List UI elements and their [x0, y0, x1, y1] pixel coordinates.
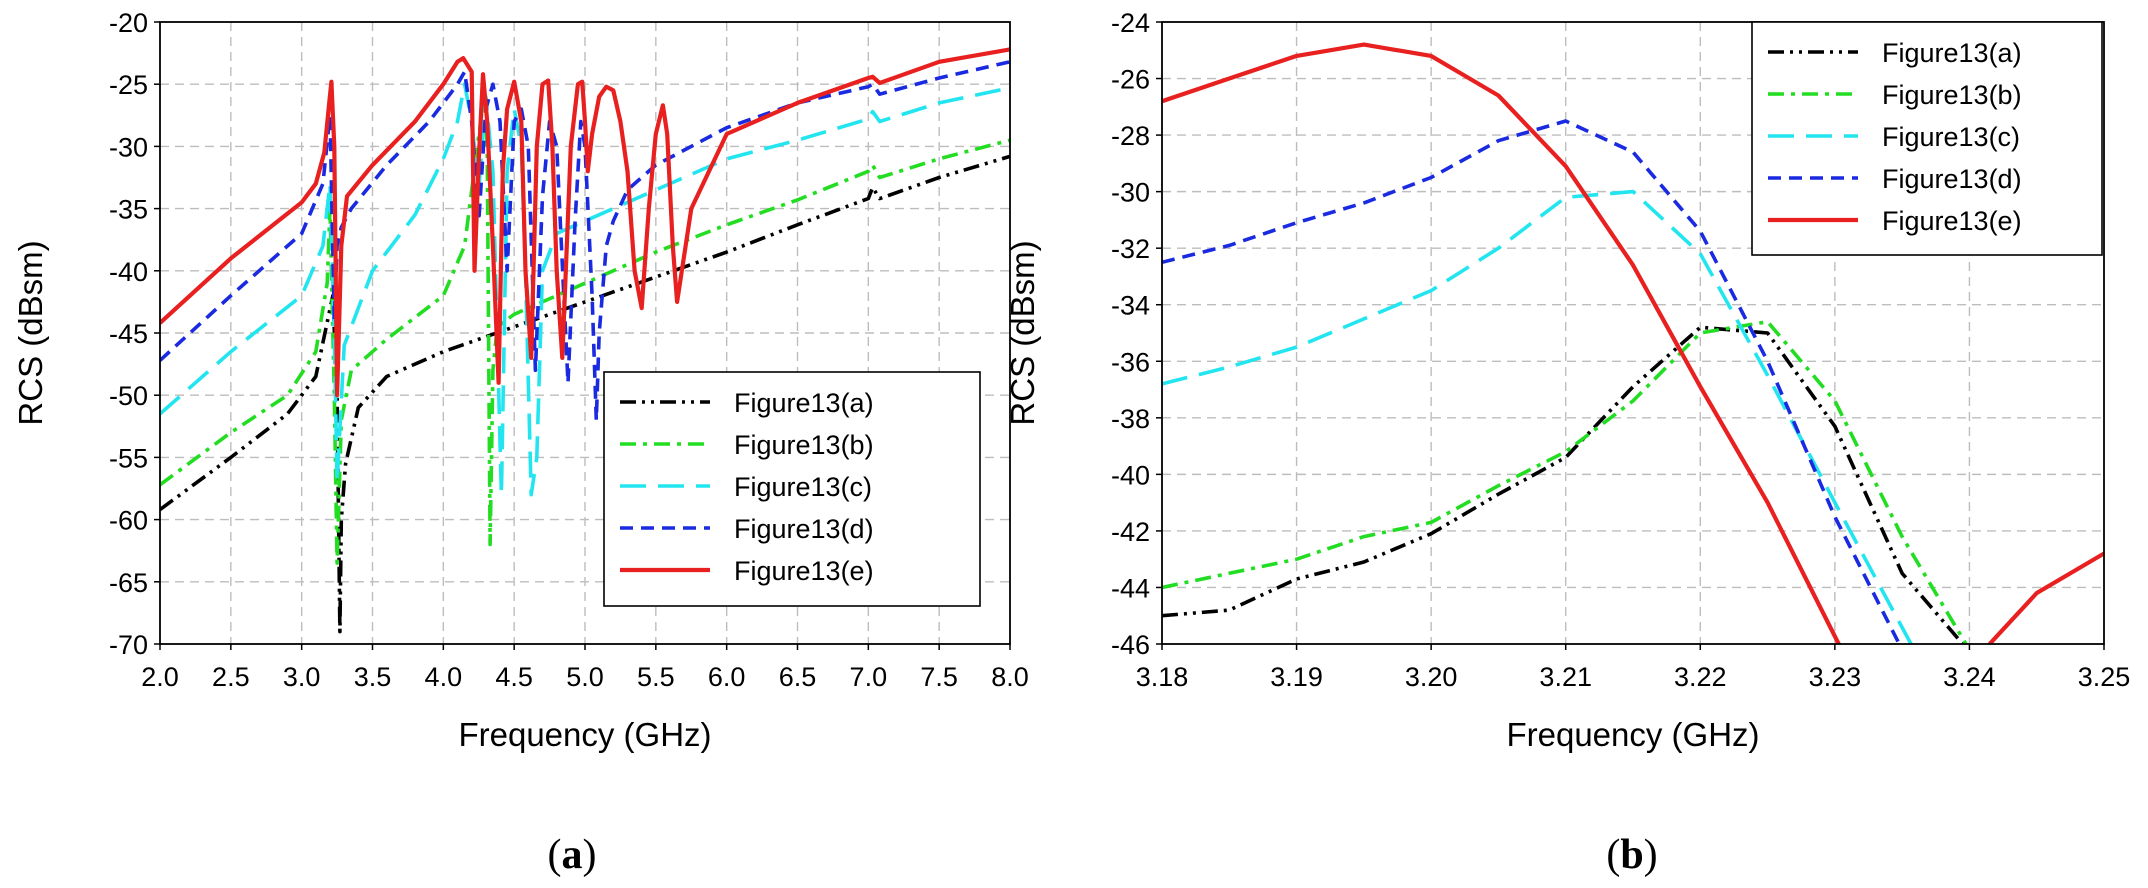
x-tick-label: 3.22: [1674, 662, 1727, 692]
x-tick-label: 4.5: [495, 662, 533, 692]
x-tick-label: 3.21: [1539, 662, 1592, 692]
x-axis-label: Frequency (GHz): [458, 716, 711, 753]
legend-box: [603, 371, 981, 607]
legend-label-c: Figure13(c): [1882, 122, 2020, 152]
series-line-a: [160, 154, 1010, 634]
x-tick-label: 5.5: [637, 662, 675, 692]
legend: Figure13(a) Figure13(b) Figure13(c) Figure1…: [603, 371, 981, 607]
series-line-a: [1162, 325, 1965, 644]
y-tick-label: -50: [109, 381, 148, 411]
y-tick-label: -45: [109, 319, 148, 349]
chart-panel-a: 2.0 2.5 3.0 3.5 4.0 4.5 5.0 5.5 6.0 6.5 7.0 7.5 8.0 -…: [12, 8, 1029, 753]
caption-a-letter: a: [562, 832, 583, 878]
y-tick-label: -30: [1111, 178, 1150, 208]
y-tick-label: -36: [1111, 347, 1150, 377]
legend: Figure13(a) Figure13(b) Figure13(c) Figure1…: [1751, 21, 2103, 256]
legend-label-e: Figure13(e): [1882, 206, 2022, 236]
x-tick-label: 2.0: [141, 662, 179, 692]
x-tick-label: 8.0: [991, 662, 1029, 692]
legend-label-d: Figure13(d): [1882, 164, 2022, 194]
plot-frame: [1161, 21, 2105, 645]
x-tick-label: 3.24: [1943, 662, 1996, 692]
legend-label-e: Figure13(e): [734, 556, 874, 586]
x-tick-label: 3.19: [1270, 662, 1323, 692]
series-line-e: [1162, 42, 1842, 644]
y-axis-label: RCS (dBsm): [1004, 240, 1041, 425]
y-tick-label: -25: [109, 70, 148, 100]
caption-b: (b): [1606, 832, 1657, 878]
legend-label-d: Figure13(d): [734, 514, 874, 544]
y-tick-label: -40: [1111, 460, 1150, 490]
x-tick-label: 3.0: [283, 662, 321, 692]
y-tick-label: -24: [1111, 8, 1150, 38]
y-tick-label: -60: [109, 506, 148, 536]
chart-panel-b: 3.18 3.19 3.20 3.21 3.22 3.23 3.24 3.25 -24 -26 -2…: [1004, 8, 2130, 753]
x-tick-label: 7.5: [920, 662, 958, 692]
x-tick-label: 3.25: [2078, 662, 2131, 692]
y-tick-label: -26: [1111, 65, 1150, 95]
y-tick-label: -44: [1111, 573, 1150, 603]
y-tick-label: -30: [109, 132, 148, 162]
legend-label-a: Figure13(a): [734, 388, 874, 418]
y-tick-label: -34: [1111, 291, 1150, 321]
y-tick-label: -35: [109, 195, 148, 225]
series-line-e: [160, 47, 1010, 398]
legend-box: [1751, 21, 2103, 256]
y-tick-label: -20: [109, 8, 148, 38]
x-tick-label: 3.5: [354, 662, 392, 692]
y-tick-label: -65: [109, 568, 148, 598]
x-tick-label: 2.5: [212, 662, 250, 692]
x-tick-label: 3.23: [1809, 662, 1862, 692]
y-tick-label: -38: [1111, 404, 1150, 434]
caption-b-letter: b: [1620, 832, 1643, 878]
y-tick-label: -40: [109, 257, 148, 287]
series-group: [160, 47, 1010, 634]
legend-label-b: Figure13(b): [1882, 80, 2022, 110]
y-tick-label: -42: [1111, 517, 1150, 547]
x-tick-label: 3.20: [1405, 662, 1458, 692]
x-tick-label: 7.0: [850, 662, 888, 692]
series-line-d: [1162, 119, 1902, 644]
series-line-e: [1988, 551, 2104, 644]
legend-label-b: Figure13(b): [734, 430, 874, 460]
x-tick-label: 3.18: [1136, 662, 1189, 692]
legend-label-c: Figure13(c): [734, 472, 872, 502]
y-tick-label: -70: [109, 630, 148, 660]
series-line-c: [160, 82, 1010, 497]
series-line-b: [1162, 319, 1969, 644]
x-axis-label: Frequency (GHz): [1506, 716, 1759, 753]
legend-label-a: Figure13(a): [1882, 38, 2022, 68]
series-group: [1162, 42, 2104, 644]
x-tick-label: 6.0: [708, 662, 746, 692]
x-tick-label: 6.5: [779, 662, 817, 692]
x-tick-label: 5.0: [566, 662, 604, 692]
y-tick-label: -28: [1111, 121, 1150, 151]
y-tick-label: -32: [1111, 234, 1150, 264]
series-line-c: [1162, 189, 1914, 644]
y-tick-label: -55: [109, 443, 148, 473]
y-axis-label: RCS (dBsm): [12, 240, 49, 425]
caption-a: (a): [548, 832, 597, 878]
x-tick-label: 4.0: [425, 662, 463, 692]
y-tick-label: -46: [1111, 630, 1150, 660]
